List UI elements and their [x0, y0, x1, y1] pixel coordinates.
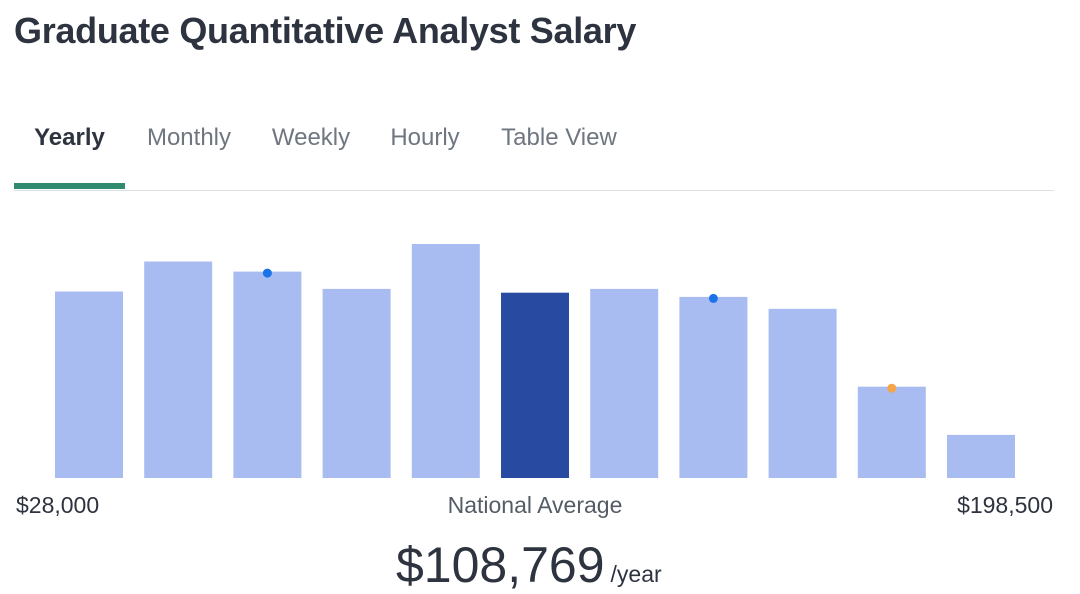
salary-amount: $108,769 — [396, 537, 605, 593]
marker-dot-10 — [887, 383, 897, 393]
national-average-salary: $108,769/year — [396, 536, 662, 594]
active-tab-indicator — [14, 183, 125, 189]
bar-2[interactable] — [144, 261, 213, 479]
salary-unit: /year — [610, 561, 662, 587]
bar-3[interactable] — [233, 271, 302, 478]
bar-5[interactable] — [411, 244, 480, 478]
bar-8[interactable] — [679, 296, 748, 478]
bar-10[interactable] — [857, 386, 926, 478]
national-average-label: National Average — [447, 492, 623, 518]
axis-min-label: $28,000 — [16, 492, 100, 518]
bar-4[interactable] — [322, 288, 391, 478]
bar-1[interactable] — [55, 291, 123, 479]
salary-distribution-chart — [55, 244, 1015, 479]
tab-table-view[interactable]: Table View — [501, 124, 617, 151]
tab-yearly[interactable]: Yearly — [34, 124, 105, 151]
bar-9[interactable] — [768, 308, 837, 478]
tab-weekly[interactable]: Weekly — [271, 124, 351, 151]
tab-hourly[interactable]: Hourly — [390, 124, 460, 151]
bar-national-average[interactable] — [501, 292, 569, 478]
pay-period-tabs: Yearly Monthly Weekly Hourly Table View — [14, 118, 1054, 191]
tab-monthly[interactable]: Monthly — [146, 124, 232, 151]
marker-dot-8 — [708, 293, 718, 303]
bar-11[interactable] — [947, 434, 1015, 478]
marker-dot-3 — [262, 268, 272, 278]
bar-7[interactable] — [590, 288, 659, 478]
axis-max-label: $198,500 — [957, 492, 1053, 518]
page-title: Graduate Quantitative Analyst Salary — [14, 10, 637, 51]
